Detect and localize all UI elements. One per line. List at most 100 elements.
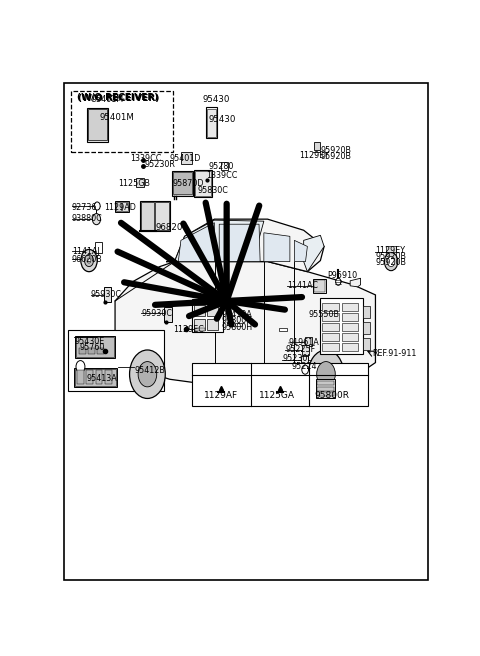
Bar bbox=[322, 313, 339, 321]
Text: 95410A: 95410A bbox=[222, 310, 252, 319]
Bar bbox=[105, 370, 112, 384]
Bar bbox=[77, 370, 84, 384]
Text: 1129EC: 1129EC bbox=[173, 325, 204, 335]
Circle shape bbox=[387, 256, 395, 266]
Text: 95870D: 95870D bbox=[172, 179, 204, 188]
Bar bbox=[173, 172, 192, 194]
Text: 95920B: 95920B bbox=[321, 152, 351, 161]
Bar bbox=[313, 279, 326, 293]
Bar bbox=[97, 348, 104, 354]
Text: 95920B: 95920B bbox=[375, 258, 407, 267]
Text: 95760: 95760 bbox=[79, 344, 105, 352]
Bar bbox=[317, 381, 334, 385]
Circle shape bbox=[336, 278, 341, 285]
Text: 95830C: 95830C bbox=[198, 186, 228, 195]
Bar bbox=[207, 108, 216, 137]
Text: 95550B: 95550B bbox=[309, 310, 339, 319]
Bar bbox=[194, 304, 205, 316]
Circle shape bbox=[317, 361, 335, 387]
Bar bbox=[192, 363, 368, 406]
Text: 95430: 95430 bbox=[202, 95, 229, 104]
Text: 96820: 96820 bbox=[156, 223, 183, 232]
Bar bbox=[342, 343, 359, 352]
Text: 91961A: 91961A bbox=[289, 338, 320, 348]
Polygon shape bbox=[166, 219, 324, 272]
Circle shape bbox=[87, 258, 91, 263]
Text: 95401M: 95401M bbox=[99, 113, 134, 122]
Bar bbox=[116, 202, 121, 211]
Bar bbox=[342, 323, 359, 331]
Bar bbox=[136, 178, 144, 188]
Bar bbox=[194, 170, 212, 197]
Bar bbox=[342, 313, 359, 321]
Text: 95230R: 95230R bbox=[145, 160, 176, 169]
Text: 1129AF: 1129AF bbox=[204, 365, 239, 373]
Text: 95800R: 95800R bbox=[315, 392, 350, 400]
Bar bbox=[76, 337, 114, 357]
Bar bbox=[87, 108, 108, 142]
Circle shape bbox=[84, 255, 94, 266]
Bar bbox=[79, 348, 86, 354]
Text: 1125GB: 1125GB bbox=[118, 179, 150, 188]
Bar bbox=[207, 319, 218, 330]
Bar bbox=[317, 387, 334, 391]
Text: 95930C: 95930C bbox=[91, 291, 121, 299]
Bar bbox=[322, 333, 339, 341]
Text: P95910: P95910 bbox=[327, 271, 357, 280]
Text: 1339CC: 1339CC bbox=[206, 171, 237, 180]
Bar bbox=[122, 202, 129, 211]
Text: 95920B: 95920B bbox=[375, 252, 407, 261]
Text: 1129EY: 1129EY bbox=[299, 151, 329, 160]
Circle shape bbox=[302, 365, 309, 374]
Bar bbox=[194, 319, 205, 330]
Bar bbox=[88, 348, 95, 354]
Text: 1125GA: 1125GA bbox=[259, 392, 295, 400]
Bar bbox=[96, 370, 102, 384]
Polygon shape bbox=[294, 240, 307, 262]
Text: 1125GA: 1125GA bbox=[262, 365, 298, 373]
Bar bbox=[155, 202, 169, 230]
Bar bbox=[88, 109, 107, 140]
Bar bbox=[75, 369, 116, 386]
Bar bbox=[385, 247, 396, 253]
Bar bbox=[305, 337, 312, 346]
Circle shape bbox=[81, 249, 97, 272]
Circle shape bbox=[94, 202, 100, 210]
Circle shape bbox=[130, 350, 165, 398]
Text: REF.91-911: REF.91-911 bbox=[372, 349, 417, 358]
Bar bbox=[235, 323, 242, 326]
Text: 95430: 95430 bbox=[208, 115, 235, 123]
Bar bbox=[279, 328, 287, 331]
Text: (W/O RECEIVER): (W/O RECEIVER) bbox=[77, 93, 158, 102]
Text: 95225F: 95225F bbox=[285, 346, 315, 354]
Text: 95800H: 95800H bbox=[222, 323, 253, 332]
Bar bbox=[317, 392, 334, 396]
Polygon shape bbox=[178, 222, 215, 262]
Text: 1129EY: 1129EY bbox=[375, 246, 406, 255]
Circle shape bbox=[308, 350, 344, 398]
Polygon shape bbox=[304, 236, 324, 272]
Bar bbox=[195, 328, 205, 331]
Text: 95930C: 95930C bbox=[141, 308, 172, 318]
Polygon shape bbox=[115, 262, 375, 387]
Bar bbox=[207, 304, 218, 316]
Circle shape bbox=[92, 214, 100, 225]
Text: 95224: 95224 bbox=[291, 362, 317, 371]
Text: 1129AF: 1129AF bbox=[204, 392, 239, 400]
Bar bbox=[141, 202, 154, 230]
Bar bbox=[342, 303, 359, 311]
Text: 96620B: 96620B bbox=[72, 255, 103, 264]
Polygon shape bbox=[219, 224, 260, 262]
Bar bbox=[192, 299, 223, 333]
Bar bbox=[195, 171, 211, 196]
Bar bbox=[75, 337, 115, 358]
Polygon shape bbox=[264, 233, 290, 262]
Text: (W/O RECEIVER): (W/O RECEIVER) bbox=[78, 94, 159, 104]
Bar bbox=[363, 338, 370, 350]
Bar bbox=[164, 307, 172, 322]
Bar bbox=[314, 280, 325, 293]
Text: 1339CC: 1339CC bbox=[130, 154, 161, 163]
Bar bbox=[140, 201, 170, 232]
Text: 95230L: 95230L bbox=[282, 354, 312, 363]
Text: 95430E: 95430E bbox=[74, 337, 104, 346]
